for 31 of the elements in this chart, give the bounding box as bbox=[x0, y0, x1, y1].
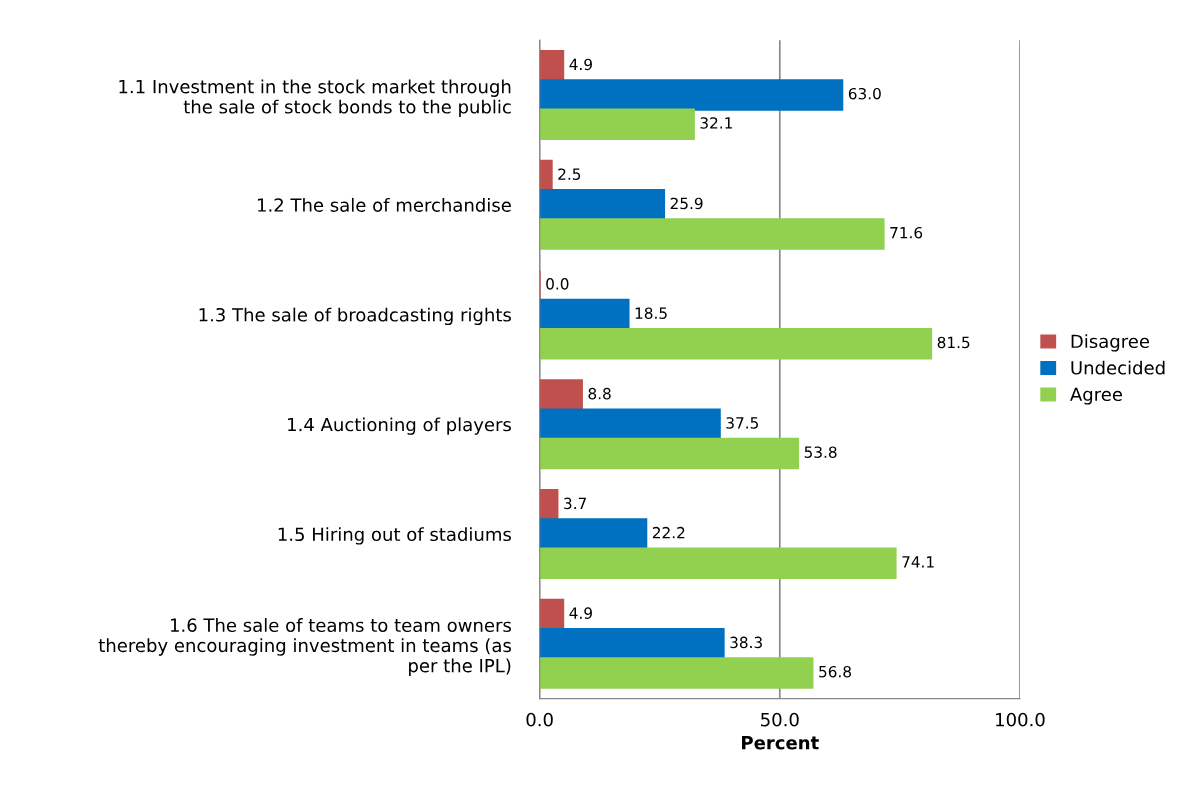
data-label: 2.5 bbox=[558, 168, 581, 180]
y-tick-label: 1.2 The sale of merchandise bbox=[258, 197, 511, 212]
data-label: 37.5 bbox=[726, 417, 758, 429]
data-label: 71.6 bbox=[890, 226, 923, 239]
x-axis-title: Percent bbox=[742, 736, 819, 750]
y-tick-label: 1.6 The sale of teams to team owners thereby encouraging investment in teams (as per the IPL) bbox=[98, 618, 511, 676]
legend-label: Disagree bbox=[1071, 334, 1150, 352]
data-label: 74.1 bbox=[902, 556, 934, 568]
x-tick-label: 50.0 bbox=[761, 712, 799, 727]
legend-label: Undecided bbox=[1071, 360, 1165, 375]
legend-label: Agree bbox=[1070, 387, 1122, 405]
data-label: 56.8 bbox=[819, 665, 851, 678]
data-label: 4.9 bbox=[569, 58, 592, 71]
data-label: 38.3 bbox=[730, 636, 762, 649]
data-label: 4.9 bbox=[569, 607, 592, 619]
y-tick-label: 1.4 Auctioning of players bbox=[288, 417, 511, 435]
data-label: 32.1 bbox=[700, 117, 732, 129]
y-tick-label: 1.1 Investment in the stock market through the sale of stock bonds to the public bbox=[119, 79, 511, 118]
x-tick-label: 100.0 bbox=[996, 712, 1045, 727]
data-label: 18.5 bbox=[635, 307, 667, 319]
data-label: 3.7 bbox=[564, 497, 586, 510]
data-label: 63.0 bbox=[848, 87, 881, 100]
data-label: 81.5 bbox=[937, 336, 970, 349]
data-label: 0.0 bbox=[546, 278, 569, 290]
data-label: 22.2 bbox=[652, 526, 685, 539]
data-label: 25.9 bbox=[670, 197, 703, 210]
data-label: 8.8 bbox=[588, 387, 611, 400]
data-label: 53.8 bbox=[804, 446, 837, 458]
y-tick-label: 1.3 The sale of broadcasting rights bbox=[199, 307, 511, 326]
x-tick-label: 0.0 bbox=[526, 712, 553, 727]
y-tick-label: 1.5 Hiring out of stadiums bbox=[278, 527, 511, 545]
